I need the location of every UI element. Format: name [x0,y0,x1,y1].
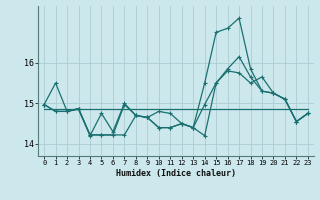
X-axis label: Humidex (Indice chaleur): Humidex (Indice chaleur) [116,169,236,178]
